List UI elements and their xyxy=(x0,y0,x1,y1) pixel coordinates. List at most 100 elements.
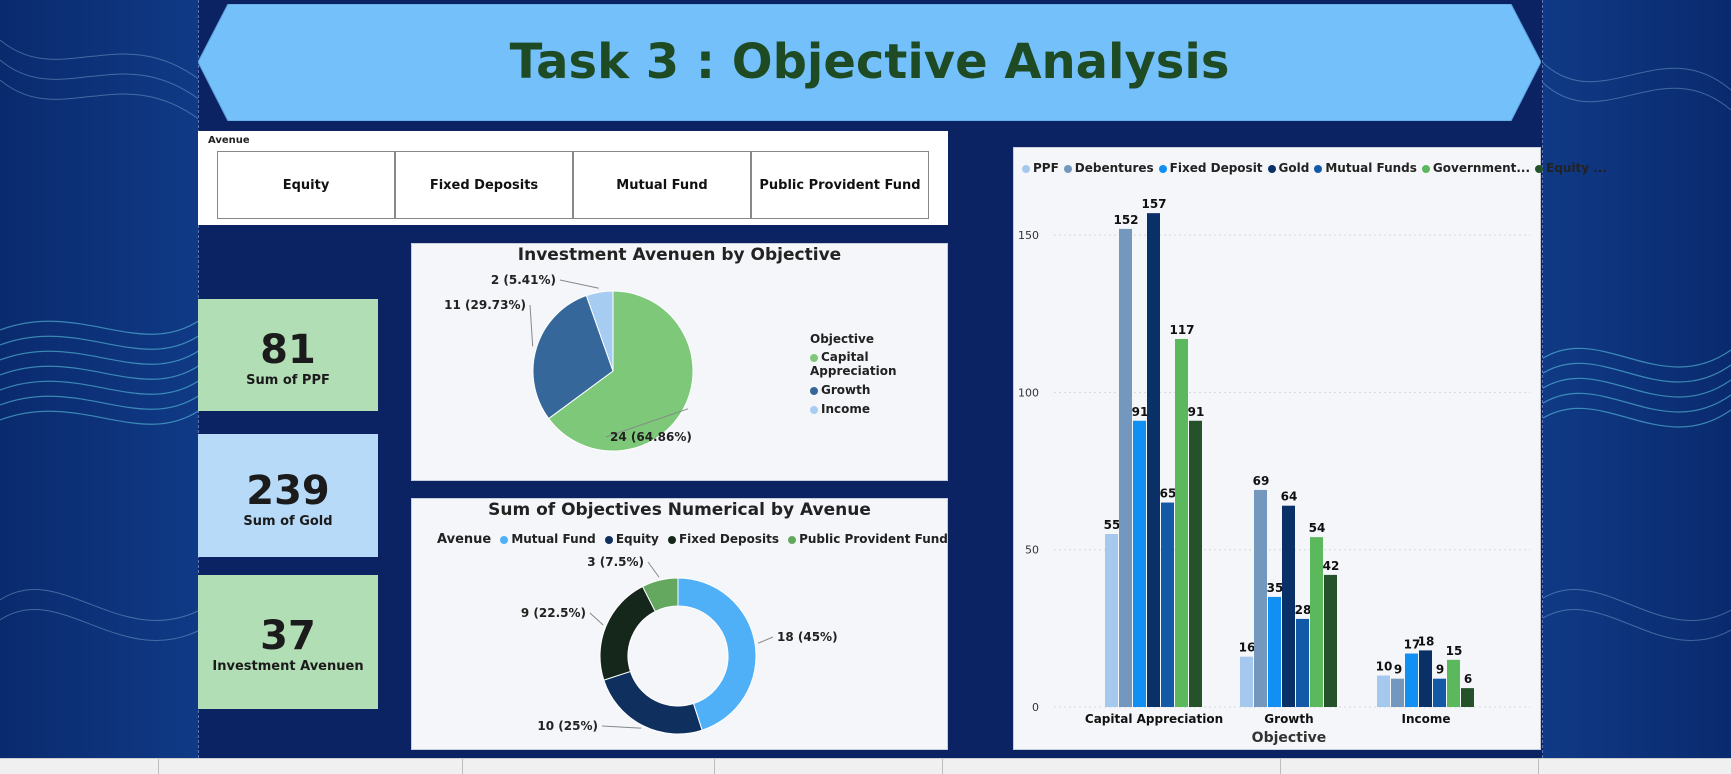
page-title: Task 3 : Objective Analysis xyxy=(509,34,1230,90)
bar-data-label: 17 xyxy=(1404,638,1421,652)
bottom-bar-segment xyxy=(0,759,159,774)
pie-legend: Objective Capital Appreciation Growth In… xyxy=(810,332,947,416)
donut-slice-equity[interactable] xyxy=(603,670,703,735)
y-tick-label: 50 xyxy=(1025,544,1039,557)
pie-legend-item[interactable]: Growth xyxy=(810,383,947,397)
donut-legend-item[interactable]: Mutual Fund xyxy=(500,532,596,546)
pie-chart: 24 (64.86%) 11 (29.73%) 2 (5.41%) xyxy=(444,273,694,452)
bar-data-label: 54 xyxy=(1309,521,1326,535)
bar-chart-panel: PPF Debentures Fixed Deposit Gold Mutual Fun… xyxy=(1013,147,1607,750)
pie-slice-income[interactable] xyxy=(585,290,614,372)
bar-debentures[interactable] xyxy=(1391,678,1404,707)
donut-slice-fixed-deposits[interactable] xyxy=(599,585,656,681)
bar-mutual-funds[interactable] xyxy=(1433,678,1446,707)
bar-data-label: 9 xyxy=(1436,663,1444,677)
legend-marker-icon xyxy=(1158,164,1167,173)
donut-chart: 18 (45%) 10 (25%) 9 (22.5%) 3 (7.5%) xyxy=(521,555,838,735)
bar-data-label: 64 xyxy=(1281,490,1298,504)
slicer-option-mutual-fund[interactable]: Mutual Fund xyxy=(573,151,751,219)
donut-label-leader xyxy=(589,612,604,626)
bar-gold[interactable] xyxy=(1419,650,1432,707)
bar-equity[interactable] xyxy=(1461,688,1474,707)
bar-government[interactable] xyxy=(1175,338,1188,707)
kpi-value: 81 xyxy=(260,327,316,373)
pie-chart-title: Investment Avenuen by Objective xyxy=(517,245,842,265)
x-category-label: Growth xyxy=(1264,712,1313,726)
donut-chart-title: Sum of Objectives Numerical by Avenue xyxy=(488,500,871,520)
slicer-option-equity[interactable]: Equity xyxy=(217,151,395,219)
bar-legend-item[interactable]: Equity ... xyxy=(1535,161,1607,175)
bottom-bar-segment xyxy=(462,759,715,774)
bar-legend-item[interactable]: Gold xyxy=(1267,161,1309,175)
kpi-value: 239 xyxy=(246,468,330,514)
pie-slice-growth[interactable] xyxy=(532,294,614,420)
bar-equity[interactable] xyxy=(1189,420,1202,707)
slicer-option-public-provident-fund[interactable]: Public Provident Fund xyxy=(751,151,929,219)
legend-marker-icon xyxy=(1314,164,1323,173)
pie-legend-item[interactable]: Capital Appreciation xyxy=(810,350,897,378)
bottom-bar-segment xyxy=(1280,759,1539,774)
pie-data-label: 24 (64.86%) xyxy=(610,430,692,444)
kpi-label: Sum of Gold xyxy=(243,514,333,529)
donut-data-label: 9 (22.5%) xyxy=(521,606,586,620)
donut-legend-title: Avenue xyxy=(437,532,492,547)
bar-ppf[interactable] xyxy=(1377,675,1390,707)
kpi-card-investment-avenuen: 37 Investment Avenuen xyxy=(198,575,378,709)
bar-data-label: 117 xyxy=(1169,323,1194,337)
donut-slice-public-provident-fund[interactable] xyxy=(641,577,679,613)
bar-legend-item[interactable]: Mutual Funds xyxy=(1314,161,1417,175)
bar-data-label: 55 xyxy=(1104,518,1121,532)
legend-marker-icon xyxy=(1421,164,1430,173)
clustered-bar-chart: 0 50 100 150 55 152 91 157 65 117 91 Capital Apprec… xyxy=(1018,197,1530,746)
donut-chart-panel: Sum of Objectives Numerical by Avenue Av… xyxy=(411,498,948,750)
donut-data-label: 18 (45%) xyxy=(777,630,838,644)
bar-government[interactable] xyxy=(1310,537,1323,707)
kpi-card-ppf: 81 Sum of PPF xyxy=(198,299,378,411)
bar-legend-item[interactable]: Debentures xyxy=(1063,161,1154,175)
bar-debentures[interactable] xyxy=(1254,489,1267,707)
bar-equity[interactable] xyxy=(1324,574,1337,707)
kpi-card-gold: 239 Sum of Gold xyxy=(198,434,378,557)
donut-legend: Avenue Mutual Fund Equity Fixed Deposits… xyxy=(437,528,948,547)
bar-ppf[interactable] xyxy=(1105,534,1118,707)
bar-fixed-deposit[interactable] xyxy=(1405,653,1418,707)
bar-data-label: 91 xyxy=(1132,405,1149,419)
bar-mutual-funds[interactable] xyxy=(1296,618,1309,707)
pie-label-leader xyxy=(559,279,599,289)
kpi-value: 37 xyxy=(260,613,316,659)
x-category-label: Income xyxy=(1401,712,1450,726)
legend-marker-icon xyxy=(1267,164,1276,173)
avenue-slicer: Avenue Equity Fixed Deposits Mutual Fund… xyxy=(198,131,948,225)
donut-legend-item[interactable]: Public Provident Fund xyxy=(788,532,948,546)
y-tick-label: 100 xyxy=(1018,386,1039,399)
bar-data-label: 18 xyxy=(1418,634,1435,648)
bar-gold[interactable] xyxy=(1147,213,1160,707)
bar-legend-item[interactable]: Fixed Deposit xyxy=(1158,161,1263,175)
donut-legend-item[interactable]: Fixed Deposits xyxy=(667,532,779,546)
bar-debentures[interactable] xyxy=(1119,228,1132,707)
bar-data-label: 15 xyxy=(1446,644,1463,658)
x-category-label: Capital Appreciation xyxy=(1085,712,1223,726)
legend-marker-icon xyxy=(1022,164,1030,173)
bar-mutual-funds[interactable] xyxy=(1161,502,1174,707)
bar-legend-item[interactable]: PPF xyxy=(1022,161,1059,175)
bar-gold[interactable] xyxy=(1282,505,1295,707)
donut-slice-mutual-fund[interactable] xyxy=(677,577,757,731)
y-tick-label: 0 xyxy=(1032,701,1039,714)
bar-data-label: 16 xyxy=(1239,641,1256,655)
bar-fixed-deposit[interactable] xyxy=(1133,420,1146,707)
bar-government[interactable] xyxy=(1447,659,1460,707)
bar-legend-item[interactable]: Government... xyxy=(1421,161,1530,175)
legend-marker-icon xyxy=(1063,164,1072,173)
slicer-option-fixed-deposits[interactable]: Fixed Deposits xyxy=(395,151,573,219)
donut-legend-item[interactable]: Equity xyxy=(604,532,659,546)
legend-marker-icon xyxy=(1535,164,1544,173)
pie-legend-item[interactable]: Income xyxy=(810,402,947,416)
bar-fixed-deposit[interactable] xyxy=(1268,596,1281,707)
bar-ppf[interactable] xyxy=(1240,656,1253,707)
bottom-bar-segment xyxy=(714,759,943,774)
pie-slice-capital-appreciation[interactable] xyxy=(547,290,694,452)
donut-label-leader xyxy=(647,561,660,578)
bottom-bar xyxy=(0,758,1731,774)
